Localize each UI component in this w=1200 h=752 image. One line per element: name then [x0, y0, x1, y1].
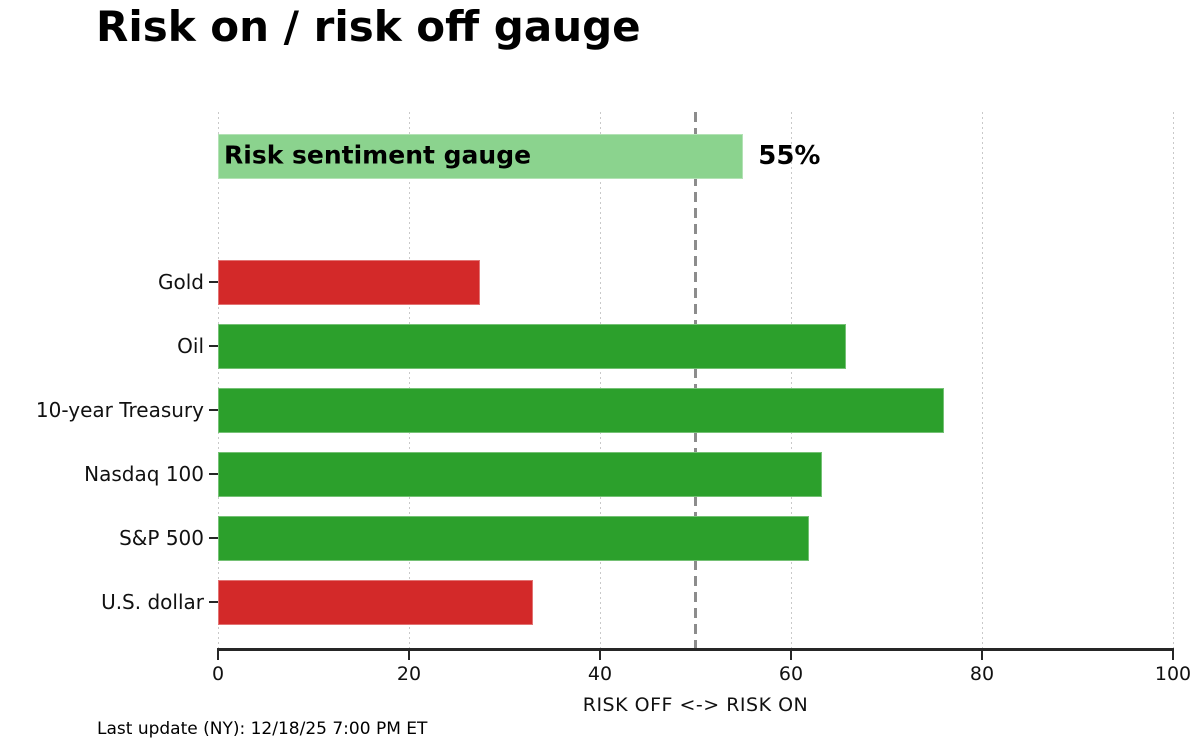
bar-s-p-500 [218, 515, 810, 561]
x-tick-label-0: 0 [211, 663, 225, 685]
gridline-100 [1172, 112, 1174, 648]
bar-u-s-dollar [218, 579, 534, 625]
x-tick-0 [217, 651, 219, 660]
gauge-bar-label: Risk sentiment gauge [224, 140, 532, 170]
x-tick-label-20: 20 [396, 663, 422, 685]
bar-gold [218, 259, 480, 305]
x-tick-40 [599, 651, 601, 660]
reference-line-50 [694, 112, 697, 648]
gauge-bar: Risk sentiment gauge [218, 133, 744, 179]
y-label-s-p-500: S&P 500 [119, 526, 204, 550]
y-tick-u-s-dollar [209, 601, 218, 603]
y-label-nasdaq-100: Nasdaq 100 [84, 462, 204, 486]
gauge-value-label: 55% [758, 141, 821, 171]
x-tick-80 [981, 651, 983, 660]
x-axis-label: RISK OFF <-> RISK ON [582, 694, 809, 716]
last-update-note: Last update (NY): 12/18/25 7:00 PM ET [97, 719, 428, 739]
y-tick-nasdaq-100 [209, 473, 218, 475]
x-tick-60 [790, 651, 792, 660]
gridline-40 [599, 112, 601, 648]
y-label-u-s-dollar: U.S. dollar [101, 590, 204, 614]
x-tick-label-80: 80 [969, 663, 995, 685]
x-tick-label-100: 100 [1154, 663, 1192, 685]
x-tick-label-60: 60 [778, 663, 804, 685]
x-tick-20 [408, 651, 410, 660]
x-tick-label-40: 40 [587, 663, 613, 685]
chart-title: Risk on / risk off gauge [96, 2, 641, 51]
x-axis-line [217, 648, 1174, 651]
plot-area: RISK OFF <-> RISK ON Risk sentiment gaug… [36, 112, 1191, 716]
gridline-60 [790, 112, 792, 648]
bar-nasdaq-100 [218, 451, 822, 497]
gridline-80 [981, 112, 983, 648]
y-label-10-year-treasury: 10-year Treasury [35, 398, 204, 422]
y-tick-oil [209, 345, 218, 347]
x-tick-100 [1172, 651, 1174, 660]
y-tick-gold [209, 281, 218, 283]
bar-10-year-treasury [218, 387, 944, 433]
gridline-0 [217, 112, 219, 648]
y-label-gold: Gold [158, 270, 204, 294]
y-tick-10-year-treasury [209, 409, 218, 411]
y-label-oil: Oil [177, 334, 204, 358]
bar-oil [218, 323, 847, 369]
gridline-20 [408, 112, 410, 648]
y-tick-s-p-500 [209, 537, 218, 539]
